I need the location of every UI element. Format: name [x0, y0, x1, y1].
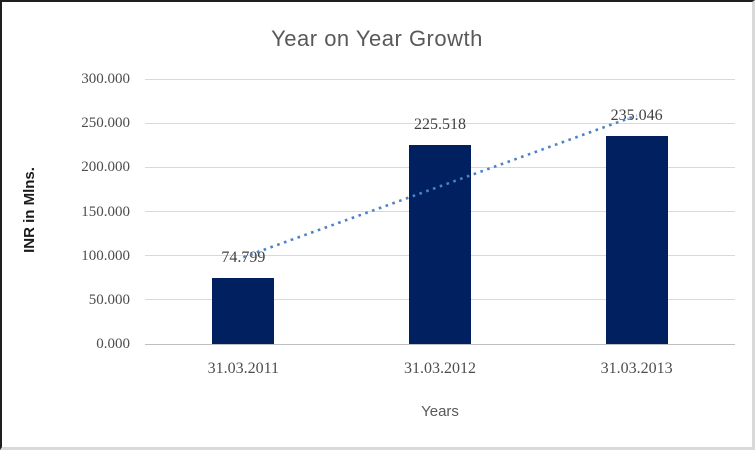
gridline — [145, 122, 735, 124]
x-axis-title: Years — [421, 403, 459, 420]
x-tick-label: 31.03.2013 — [600, 360, 673, 377]
plot-area: 74.799 225.518 235.046 — [145, 78, 735, 345]
bar-31.03.2011 — [212, 277, 275, 344]
gridline — [145, 78, 735, 80]
y-tick-label: 150.000 — [81, 203, 130, 220]
x-tick-label: 31.03.2012 — [404, 360, 476, 377]
chart-title: Year on Year Growth — [271, 26, 483, 51]
y-tick-label: 200.000 — [81, 159, 130, 176]
trendline — [242, 114, 638, 259]
y-tick-label: 100.000 — [81, 247, 130, 264]
bar-31.03.2013 — [605, 136, 668, 344]
y-tick-label: 50.000 — [88, 291, 130, 308]
y-tick-label: 0.000 — [96, 336, 130, 352]
x-tick-label: 31.03.2011 — [207, 360, 280, 377]
bar-value-label: 74.799 — [221, 248, 266, 266]
bar-value-label: 225.518 — [414, 115, 466, 133]
y-tick-label: 250.000 — [81, 115, 130, 132]
y-tick-label: 300.000 — [81, 71, 130, 87]
